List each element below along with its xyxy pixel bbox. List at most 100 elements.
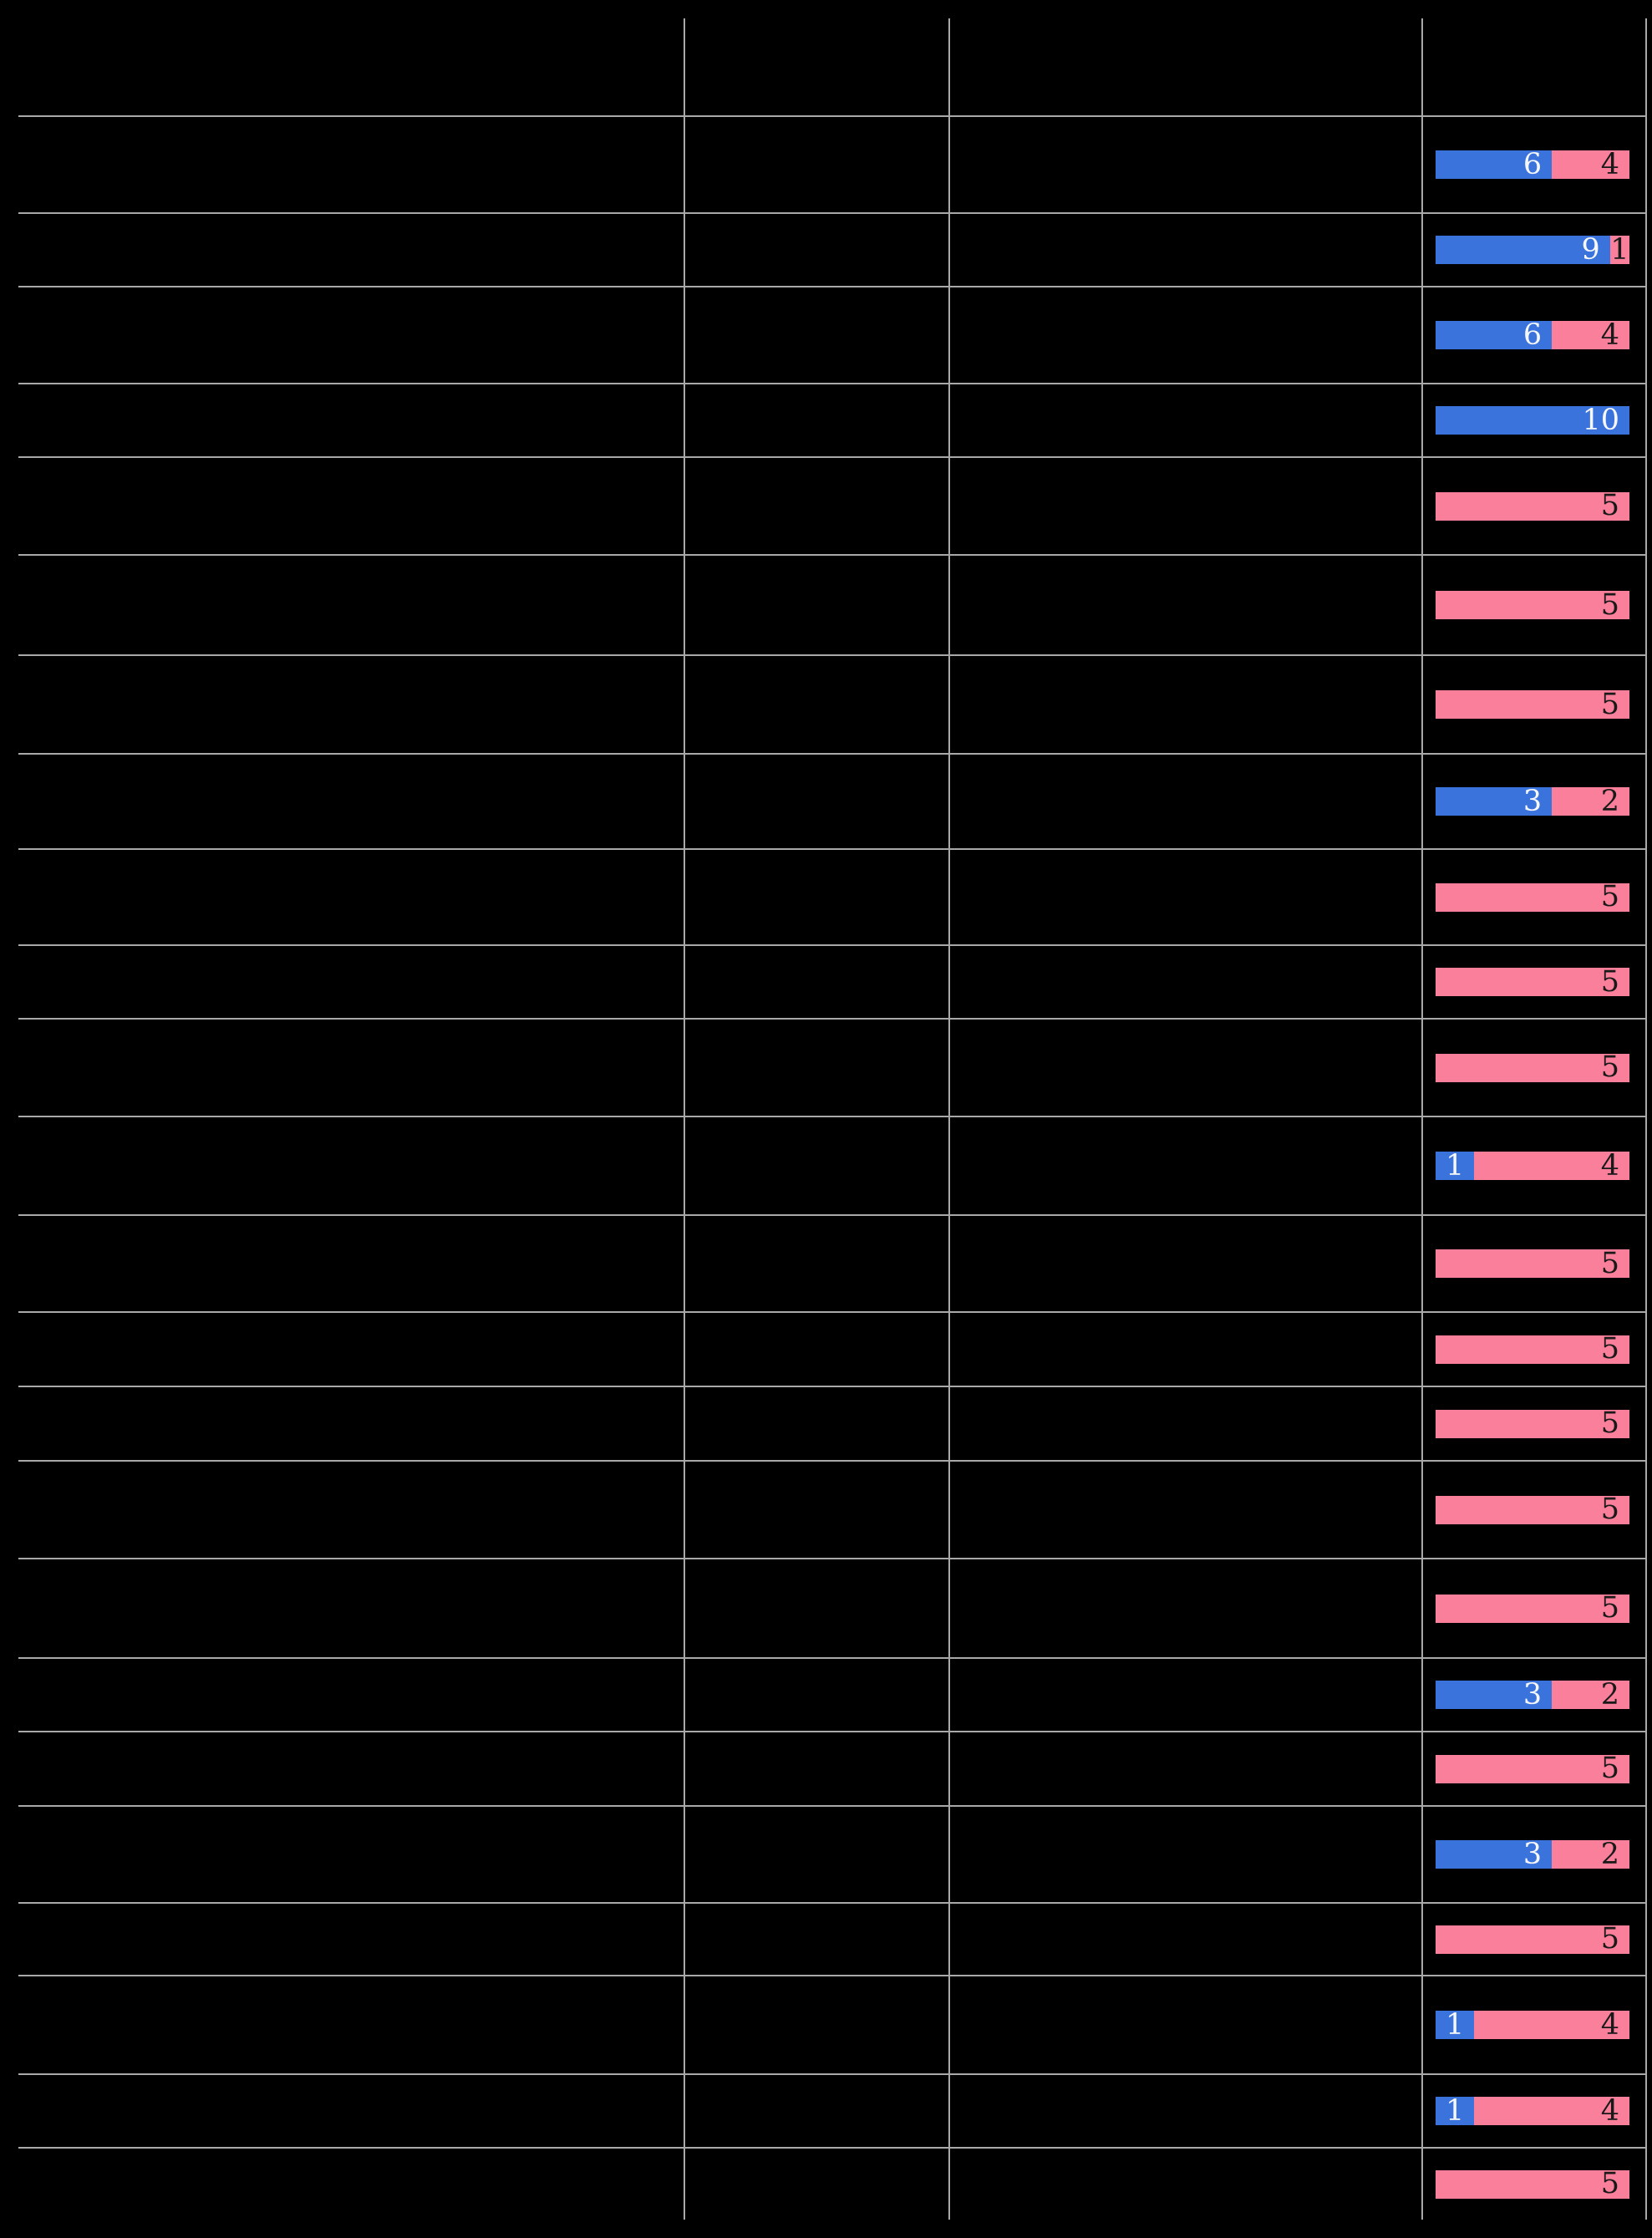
row-cell-results: 5 <box>1423 556 1647 654</box>
table-row: 5 <box>18 656 1647 755</box>
bar-segment-blue: 10 <box>1436 403 1629 437</box>
bar-segment-pink: 5 <box>1436 1335 1629 1364</box>
bar-value: 4 <box>1600 318 1619 352</box>
table-row: 5 <box>18 946 1647 1020</box>
bar-value: 5 <box>1600 587 1619 622</box>
row-cell-1 <box>18 1117 685 1214</box>
row-cell-1 <box>18 384 685 456</box>
bar-segment-pink: 5 <box>1436 1249 1629 1278</box>
row-cell-results: 5 <box>1423 1462 1647 1558</box>
row-cell-3 <box>950 1976 1423 2073</box>
row-cell-2 <box>685 1732 950 1805</box>
bar-segment-pink: 5 <box>1436 1752 1629 1785</box>
row-cell-1 <box>18 458 685 554</box>
bar-value: 9 <box>1581 232 1600 267</box>
bar-value: 1 <box>1610 232 1629 267</box>
bar-value: 1 <box>1446 2007 1465 2042</box>
bar-value: 2 <box>1600 784 1619 818</box>
row-cell-1 <box>18 2149 685 2220</box>
row-cell-3 <box>950 850 1423 944</box>
row-cell-2 <box>685 1659 950 1731</box>
result-bar: 5 <box>1436 689 1629 719</box>
result-bar: 5 <box>1436 1409 1629 1438</box>
row-cell-3 <box>950 1732 1423 1805</box>
bar-segment-blue: 1 <box>1436 2007 1475 2042</box>
result-bar: 5 <box>1436 1594 1629 1623</box>
table-row: 5 <box>18 2149 1647 2220</box>
row-cell-3 <box>950 1216 1423 1311</box>
table-row: 10 <box>18 384 1647 458</box>
row-cell-2 <box>685 556 950 654</box>
row-cell-results: 5 <box>1423 1904 1647 1975</box>
bar-value: 5 <box>1600 1332 1619 1366</box>
bar-value: 4 <box>1600 2093 1619 2128</box>
table-row: 5 <box>18 1020 1647 1117</box>
row-cell-1 <box>18 117 685 212</box>
bar-value: 10 <box>1582 403 1619 437</box>
header-cell-3 <box>950 18 1423 115</box>
row-cell-2 <box>685 1020 950 1116</box>
header-cell-2 <box>685 18 950 115</box>
bar-value: 5 <box>1600 1922 1619 1956</box>
row-cell-3 <box>950 946 1423 1018</box>
row-cell-3 <box>950 1313 1423 1386</box>
row-cell-2 <box>685 1904 950 1975</box>
row-cell-results: 5 <box>1423 1020 1647 1116</box>
row-cell-3 <box>950 1020 1423 1116</box>
bar-segment-blue: 6 <box>1436 320 1553 349</box>
row-cell-3 <box>950 287 1423 383</box>
row-cell-3 <box>950 2149 1423 2220</box>
bar-segment-blue: 3 <box>1436 786 1553 816</box>
bar-value: 5 <box>1600 1752 1619 1785</box>
row-cell-results: 5 <box>1423 1216 1647 1311</box>
row-cell-2 <box>685 2149 950 2220</box>
table-row: 5 <box>18 556 1647 656</box>
result-bar: 10 <box>1436 403 1629 437</box>
bar-segment-blue: 3 <box>1436 1839 1553 1869</box>
result-bar: 5 <box>1436 1752 1629 1785</box>
bar-segment-blue: 3 <box>1436 1680 1553 1709</box>
bar-value: 4 <box>1600 1148 1619 1183</box>
row-cell-2 <box>685 117 950 212</box>
bar-value: 5 <box>1600 1493 1619 1526</box>
result-bar: 5 <box>1436 587 1629 622</box>
bar-segment-pink: 4 <box>1474 2093 1629 2128</box>
bar-segment-blue: 6 <box>1436 150 1553 179</box>
row-cell-3 <box>950 1807 1423 1902</box>
row-cell-2 <box>685 1313 950 1386</box>
result-bar: 5 <box>1436 1335 1629 1364</box>
header-cell-results <box>1423 18 1647 115</box>
header-row <box>18 18 1647 117</box>
row-cell-1 <box>18 1462 685 1558</box>
table-row: 5 <box>18 850 1647 946</box>
bar-segment-pink: 5 <box>1436 587 1629 622</box>
bar-segment-pink: 4 <box>1474 2010 1629 2039</box>
bar-segment-pink: 5 <box>1436 1594 1629 1623</box>
result-bar: 5 <box>1436 967 1629 996</box>
bar-segment-pink: 5 <box>1436 1053 1629 1082</box>
row-cell-results: 5 <box>1423 850 1647 944</box>
row-cell-3 <box>950 214 1423 286</box>
result-bar: 5 <box>1436 491 1629 521</box>
row-cell-results: 5 <box>1423 1313 1647 1386</box>
row-cell-2 <box>685 2075 950 2147</box>
row-cell-1 <box>18 556 685 654</box>
row-cell-3 <box>950 2075 1423 2147</box>
